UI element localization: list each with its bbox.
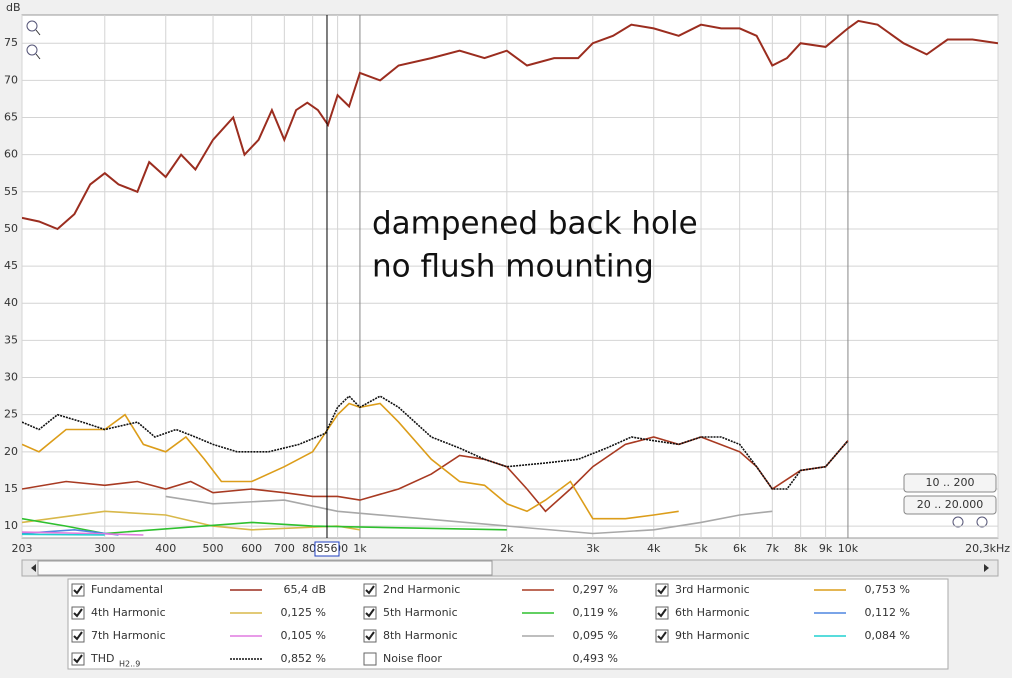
legend-check (73, 654, 83, 664)
y-tick-label: 55 (4, 185, 18, 198)
legend-check (365, 585, 375, 595)
legend-name: 3rd Harmonic (675, 583, 750, 596)
legend-value: 0,095 % (573, 629, 618, 642)
x-tick-label: 2k (500, 542, 514, 555)
legend-check (657, 631, 667, 641)
y-tick-label: 10 (4, 519, 18, 532)
legend-check (365, 608, 375, 618)
zoom-in[interactable] (26, 20, 41, 36)
legend-name: 8th Harmonic (383, 629, 458, 642)
legend-name: 2nd Harmonic (383, 583, 460, 596)
legend-check (657, 585, 667, 595)
legend-name: 9th Harmonic (675, 629, 750, 642)
legend-value: 0,297 % (573, 583, 618, 596)
annotation: dampened back hole (372, 206, 698, 242)
x-tick-label: 6k (733, 542, 747, 555)
legend-name: 7th Harmonic (91, 629, 166, 642)
x-tick-label: 7k (766, 542, 780, 555)
x-tick-label: 8k (794, 542, 808, 555)
series-line (22, 533, 105, 536)
cursor-label: 856 (316, 542, 337, 555)
series-line (22, 19, 998, 231)
x-tick-label: 1k (353, 542, 367, 555)
x-tick-label: 5k (694, 542, 708, 555)
legend-value: 0,852 % (281, 652, 326, 665)
x-tick-label: 20,3kHz (965, 542, 1010, 555)
y-tick-label: 30 (4, 371, 18, 384)
x-tick-label: 4k (647, 542, 661, 555)
legend-box (67, 578, 949, 670)
y-tick-label: 35 (4, 333, 18, 346)
legend-value: 0,112 % (865, 606, 910, 619)
legend-value: 0,084 % (865, 629, 910, 642)
legend-name: THD (90, 652, 114, 665)
y-tick-label: 60 (4, 148, 18, 161)
legend-name: Noise floor (383, 652, 442, 665)
plot-area (21, 14, 999, 539)
legend-value: 0,493 % (573, 652, 618, 665)
series-line (22, 517, 507, 535)
range-button[interactable] (903, 473, 997, 493)
zoom-out[interactable] (26, 44, 41, 60)
y-tick-label: 20 (4, 445, 18, 458)
annotation: no flush mounting (372, 249, 654, 285)
x-tick-label: 10k (838, 542, 859, 555)
y-unit: dB (6, 1, 21, 14)
range-button-label[interactable]: 20 .. 20.000 (917, 498, 983, 511)
y-tick-label: 25 (4, 408, 18, 421)
legend-name: 4th Harmonic (91, 606, 166, 619)
legend-check (73, 585, 83, 595)
x-tick-label: 9k (819, 542, 833, 555)
legend-check (657, 608, 667, 618)
range-button-label[interactable]: 10 .. 200 (926, 476, 975, 489)
y-tick-label: 75 (4, 36, 18, 49)
legend-check (365, 631, 375, 641)
series-line (22, 394, 849, 490)
x-tick-label: 400 (155, 542, 176, 555)
series-line (22, 402, 679, 520)
series-line (22, 531, 144, 536)
cursor-box (314, 541, 340, 557)
y-tick-label: 15 (4, 482, 18, 495)
x-tick-label: 700 (274, 542, 295, 555)
legend-value: 0,753 % (865, 583, 910, 596)
legend-name: Fundamental (91, 583, 163, 596)
legend-name-sub: H2..9 (119, 660, 140, 669)
legend-checkbox[interactable] (363, 652, 377, 666)
x-tick-label: 3k (586, 542, 600, 555)
y-tick-label: 70 (4, 73, 18, 86)
legend-value: 65,4 dB (283, 583, 326, 596)
legend-name: 5th Harmonic (383, 606, 458, 619)
x-tick-label: 600 (241, 542, 262, 555)
scrollbar[interactable] (21, 559, 999, 577)
x-tick-label: 300 (94, 542, 115, 555)
range-button[interactable] (903, 495, 997, 515)
x-tick-label: 500 (203, 542, 224, 555)
legend-value: 0,119 % (573, 606, 618, 619)
x-tick-label: 203 (12, 542, 33, 555)
y-tick-label: 40 (4, 296, 18, 309)
zoom-x-in[interactable] (976, 516, 988, 528)
y-tick-label: 50 (4, 222, 18, 235)
legend-check (73, 631, 83, 641)
legend-check (73, 608, 83, 618)
y-tick-label: 65 (4, 111, 18, 124)
y-tick-label: 45 (4, 259, 18, 272)
legend-value: 0,105 % (281, 629, 326, 642)
series-line (165, 495, 773, 535)
legend-name: 6th Harmonic (675, 606, 750, 619)
legend-value: 0,125 % (281, 606, 326, 619)
zoom-x-out[interactable] (952, 516, 964, 528)
